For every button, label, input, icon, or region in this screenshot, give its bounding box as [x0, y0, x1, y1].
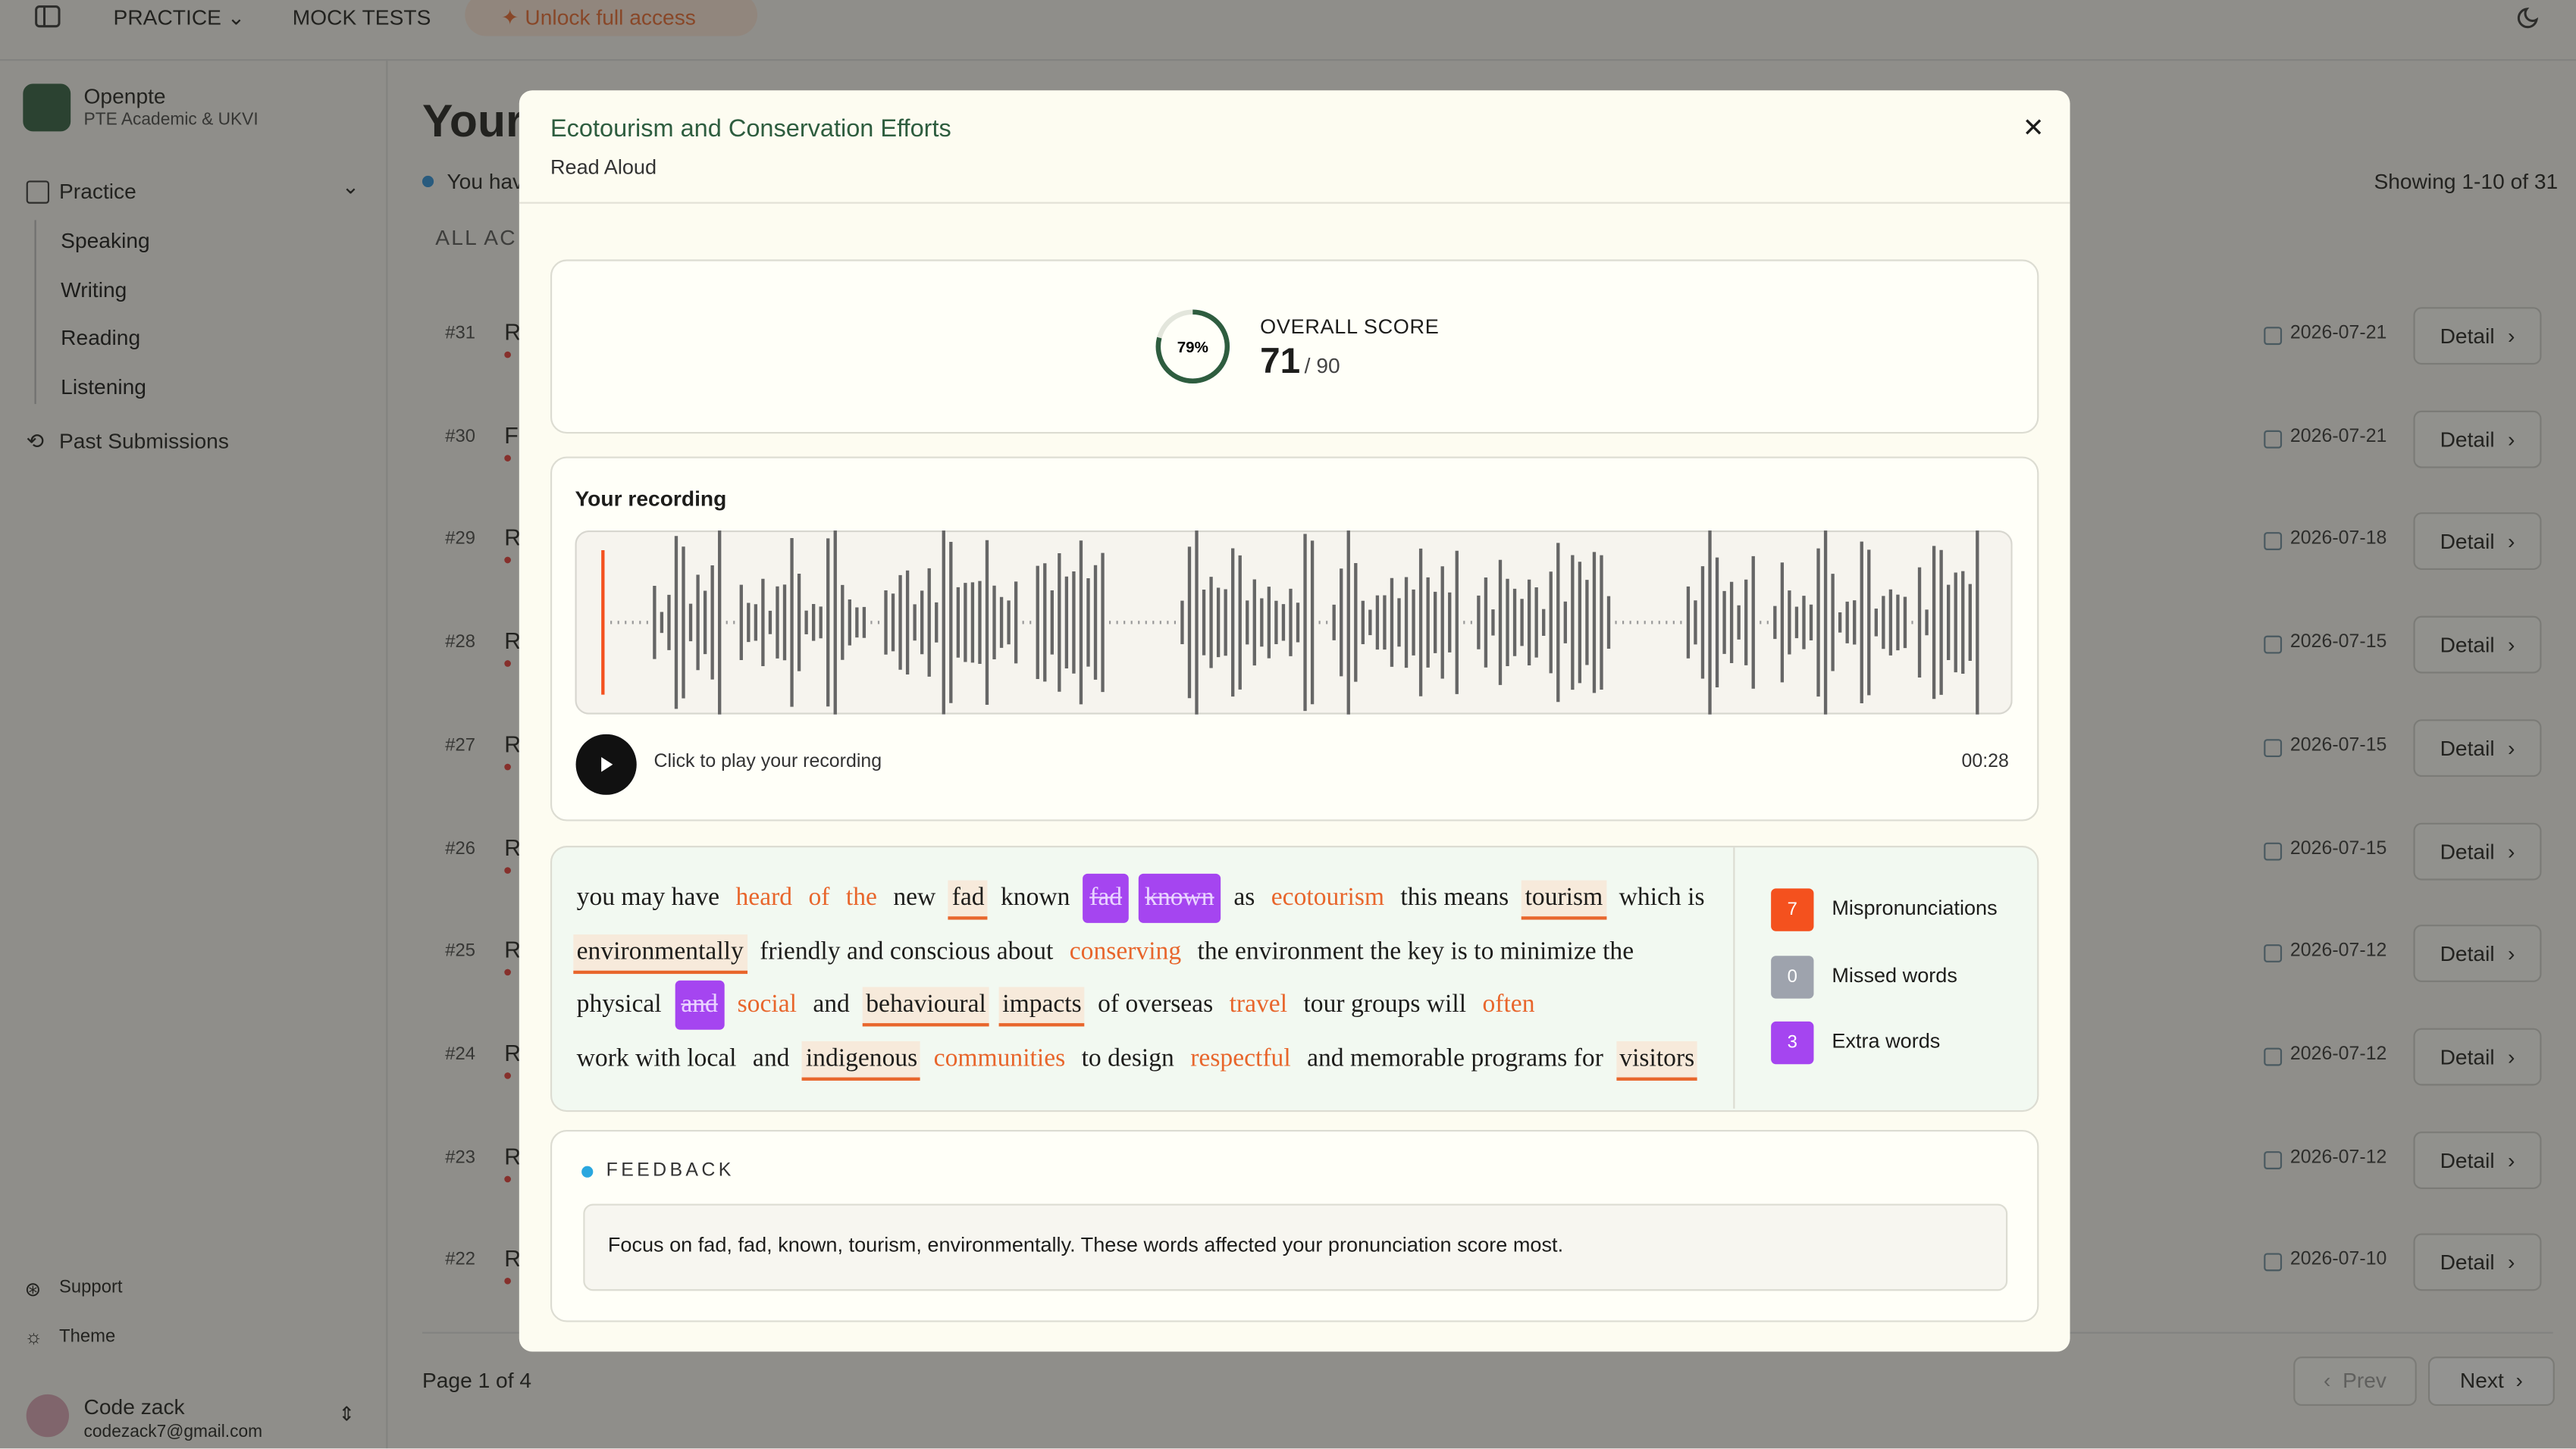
legend-label: Mispronunciations — [1832, 897, 1998, 920]
word-plain: friendly and conscious about — [760, 937, 1054, 965]
waveform[interactable] — [575, 530, 2013, 715]
word-plain: you may have — [576, 883, 720, 912]
score-label: OVERALL SCORE — [1260, 315, 1440, 339]
modal-divider — [519, 202, 2070, 204]
word-plain: as — [1233, 883, 1255, 912]
word-weak: the — [845, 883, 877, 912]
modal-close[interactable]: ✕ — [2022, 114, 2045, 143]
word-plain: and — [752, 1044, 790, 1073]
word-plain: this means — [1400, 883, 1509, 912]
word-plain: which is — [1619, 883, 1705, 912]
feedback-box — [583, 1203, 2008, 1291]
word-extra: and — [674, 981, 725, 1031]
word-plain: to design — [1081, 1044, 1174, 1073]
word-weak: of — [808, 883, 830, 912]
word-mis: environmentally — [573, 934, 747, 974]
score-max: / 90 — [1304, 352, 1340, 378]
transcript-divider — [1733, 847, 1735, 1109]
word-weak: respectful — [1190, 1044, 1291, 1073]
legend-count: 7 — [1771, 888, 1814, 931]
waveform-box — [575, 530, 2013, 715]
play-hint: Click to play your recording — [653, 752, 882, 772]
modal-title: Ecotourism and Conservation Efforts — [550, 114, 951, 143]
score-ring: 79% — [1155, 309, 1230, 384]
play-button[interactable] — [575, 734, 637, 795]
feedback-title: FEEDBACK — [606, 1161, 735, 1181]
word-mis: impacts — [998, 987, 1086, 1028]
word-weak: conserving — [1069, 937, 1182, 965]
word-plain: physical — [576, 991, 662, 1019]
ring-label: 79% — [1177, 339, 1208, 356]
legend-label: Extra words — [1832, 1030, 1941, 1053]
feedback-text: Focus on fad, fad, known, tourism, envir… — [607, 1233, 1564, 1257]
word-weak: ecotourism — [1271, 883, 1385, 912]
modal-subtitle: Read Aloud — [550, 155, 657, 180]
word-plain: work with local — [576, 1044, 737, 1073]
word-plain: the environment the key is to minimize t… — [1197, 937, 1634, 965]
practice-item[interactable]: Speaking — [61, 228, 150, 253]
word-weak: heard — [735, 883, 793, 912]
feedback-dot — [581, 1166, 594, 1178]
score-card — [550, 259, 2039, 434]
practice-item[interactable]: Listening — [61, 374, 146, 399]
transcript: you may have heard of the new fad known … — [572, 872, 1713, 1087]
word-extra: fad — [1083, 873, 1129, 923]
score-value: 71 — [1260, 340, 1301, 381]
word-mis: indigenous — [802, 1041, 921, 1081]
word-mis: behavioural — [862, 987, 990, 1028]
word-mis: fad — [948, 880, 988, 920]
legend-label: Missed words — [1832, 963, 1957, 987]
word-weak: communities — [933, 1044, 1066, 1073]
word-mis: visitors — [1615, 1041, 1698, 1081]
practice-item[interactable]: Writing — [61, 277, 127, 302]
ring-arc — [1155, 309, 1230, 384]
legend-count: 0 — [1771, 955, 1814, 998]
word-weak: travel — [1229, 991, 1288, 1019]
word-extra: known — [1138, 873, 1221, 923]
word-plain: new — [893, 883, 936, 912]
word-plain: and memorable programs for — [1307, 1044, 1603, 1073]
duration: 00:28 — [1961, 752, 2009, 772]
word-mis: tourism — [1521, 880, 1606, 920]
legend-count: 3 — [1771, 1022, 1814, 1066]
word-weak: often — [1482, 991, 1535, 1019]
word-plain: tour groups will — [1303, 991, 1467, 1019]
word-plain: and — [813, 991, 850, 1019]
recording-title: Your recording — [575, 486, 727, 511]
word-plain: known — [1001, 883, 1070, 912]
word-weak: social — [737, 991, 797, 1019]
practice-item[interactable]: Reading — [61, 325, 141, 350]
word-plain: of overseas — [1098, 991, 1214, 1019]
